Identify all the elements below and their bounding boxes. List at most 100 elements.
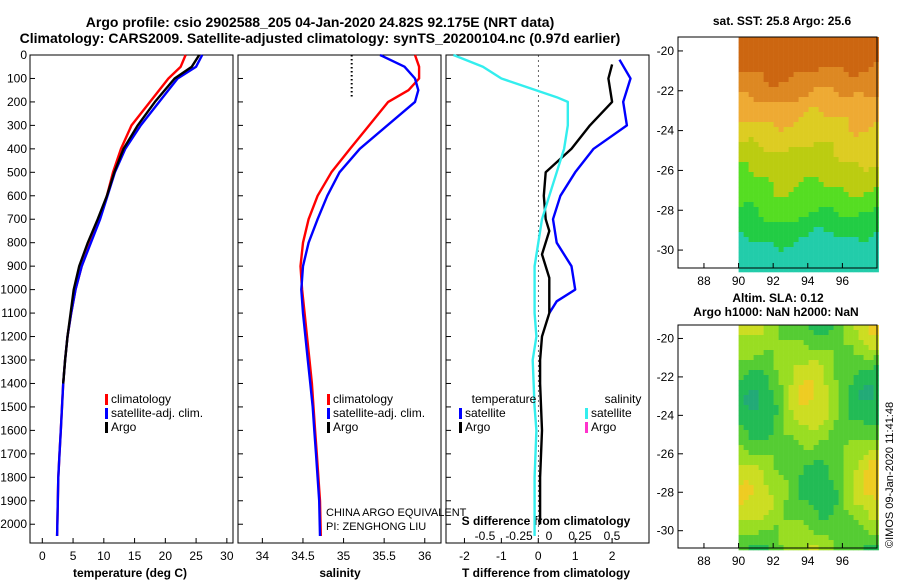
heatmap-cell (853, 470, 859, 476)
heatmap-cell (788, 262, 794, 268)
heatmap-cell (813, 480, 819, 486)
heatmap-cell (843, 380, 849, 386)
heatmap-cell (768, 335, 774, 341)
heatmap-cell (773, 82, 779, 88)
heatmap-cell (758, 212, 764, 218)
heatmap-cell (873, 207, 879, 213)
heatmap-cell (803, 212, 809, 218)
heatmap-cell (863, 202, 869, 208)
heatmap-cell (788, 47, 794, 53)
heatmap-cell (783, 410, 789, 416)
heatmap-cell (768, 182, 774, 188)
heatmap-cell (823, 52, 829, 58)
heatmap-cell (828, 192, 834, 198)
heatmap-cell (848, 107, 854, 113)
heatmap-cell (778, 470, 784, 476)
heatmap-cell (738, 247, 744, 253)
heatmap-cell (838, 122, 844, 128)
heatmap-cell (823, 515, 829, 521)
heatmap-cell (838, 237, 844, 243)
heatmap-cell (813, 247, 819, 253)
heatmap-cell (843, 77, 849, 83)
heatmap-cell (853, 187, 859, 193)
heatmap-cell (793, 87, 799, 93)
heatmap-cell (793, 252, 799, 258)
heatmap-cell (778, 62, 784, 68)
heatmap-cell (863, 227, 869, 233)
heatmap-cell (743, 162, 749, 168)
heatmap-cell (778, 47, 784, 53)
heatmap-cell (763, 460, 769, 466)
heatmap-cell (773, 267, 779, 273)
heatmap-cell (763, 212, 769, 218)
heatmap-cell (773, 370, 779, 376)
heatmap-cell (853, 42, 859, 48)
heatmap-cell (823, 395, 829, 401)
heatmap-cell (838, 520, 844, 526)
heatmap-cell (763, 530, 769, 536)
heatmap-cell (848, 62, 854, 68)
heatmap-cell (813, 410, 819, 416)
heatmap-cell (738, 480, 744, 486)
heatmap-cell (753, 375, 759, 381)
heatmap-cell (848, 360, 854, 366)
heatmap-cell (833, 87, 839, 93)
heatmap-cell (808, 167, 814, 173)
heatmap-cell (868, 350, 874, 356)
heatmap-cell (828, 515, 834, 521)
heatmap-cell (788, 520, 794, 526)
heatmap-cell (813, 137, 819, 143)
heatmap-cell (793, 132, 799, 138)
heatmap-cell (838, 450, 844, 456)
heatmap-cell (858, 257, 864, 263)
heatmap-cell (838, 490, 844, 496)
heatmap-cell (873, 395, 879, 401)
heatmap-cell (793, 162, 799, 168)
heatmap-cell (763, 142, 769, 148)
heatmap-cell (853, 167, 859, 173)
heatmap-cell (853, 252, 859, 258)
heatmap-cell (768, 77, 774, 83)
heatmap-cell (843, 162, 849, 168)
heatmap-cell (853, 152, 859, 158)
depth-tick-label: 1100 (1, 306, 27, 320)
heatmap-cell (833, 107, 839, 113)
heatmap-cell (813, 470, 819, 476)
heatmap-cell (753, 62, 759, 68)
heatmap-cell (768, 157, 774, 163)
heatmap-cell (788, 192, 794, 198)
heatmap-cell (808, 262, 814, 268)
heatmap-cell (818, 227, 824, 233)
heatmap-cell (808, 242, 814, 248)
heatmap-cell (788, 455, 794, 461)
heatmap-cell (763, 410, 769, 416)
heatmap-cell (773, 42, 779, 48)
heatmap-cell (833, 122, 839, 128)
heatmap-cell (748, 117, 754, 123)
heatmap-cell (858, 345, 864, 351)
heatmap-cell (738, 415, 744, 421)
heatmap-cell (743, 247, 749, 253)
heatmap-cell (808, 400, 814, 406)
heatmap-cell (868, 375, 874, 381)
heatmap-cell (778, 540, 784, 546)
heatmap-cell (828, 355, 834, 361)
heatmap-cell (793, 395, 799, 401)
heatmap-cell (803, 490, 809, 496)
difference-panel: -2 -1 0 1 2-0.5 -0.25 0 0.25 0.5S difference fro… (445, 53, 650, 580)
heatmap-cell (788, 147, 794, 153)
heatmap-cell (853, 157, 859, 163)
heatmap-cell (793, 430, 799, 436)
heatmap-cell (773, 102, 779, 108)
heatmap-cell (818, 510, 824, 516)
heatmap-cell (783, 162, 789, 168)
heatmap-cell (758, 470, 764, 476)
heatmap-cell (773, 207, 779, 213)
heatmap-cell (798, 167, 804, 173)
heatmap-cell (798, 390, 804, 396)
heatmap-cell (743, 42, 749, 48)
heatmap-cell (858, 395, 864, 401)
heatmap-cell (738, 540, 744, 546)
heatmap-cell (873, 52, 879, 58)
heatmap-cell (763, 445, 769, 451)
